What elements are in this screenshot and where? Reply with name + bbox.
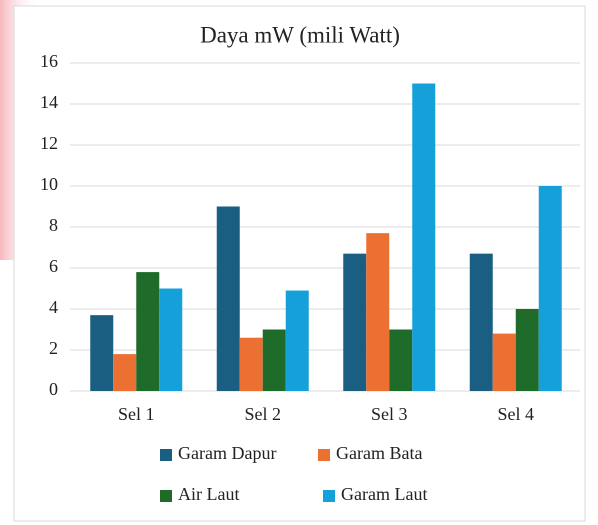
y-tick-label: 2 bbox=[49, 338, 58, 358]
x-tick-label: Sel 2 bbox=[244, 404, 281, 424]
chart-frame bbox=[13, 5, 586, 522]
y-tick-label: 0 bbox=[49, 379, 58, 399]
y-tick-label: 6 bbox=[49, 256, 58, 276]
y-tick-label: 4 bbox=[49, 297, 58, 317]
bar bbox=[515, 309, 539, 391]
bar bbox=[366, 233, 390, 391]
x-tick-label: Sel 3 bbox=[371, 404, 408, 424]
y-tick-label: 10 bbox=[40, 174, 58, 194]
x-tick-label: Sel 1 bbox=[118, 404, 155, 424]
y-tick-label: 14 bbox=[40, 92, 58, 112]
bar bbox=[90, 315, 114, 391]
y-tick-label: 16 bbox=[40, 51, 58, 71]
bar bbox=[343, 253, 367, 391]
y-tick-label: 8 bbox=[49, 215, 58, 235]
legend-label: Garam Dapur bbox=[178, 443, 276, 463]
bar bbox=[389, 329, 413, 391]
bar bbox=[159, 288, 183, 391]
legend-swatch bbox=[323, 490, 335, 502]
bar bbox=[262, 329, 286, 391]
bar bbox=[412, 83, 436, 391]
bar bbox=[285, 290, 309, 391]
bar bbox=[136, 272, 160, 391]
x-tick-label: Sel 4 bbox=[497, 404, 534, 424]
legend-swatch bbox=[318, 449, 330, 461]
legend-label: Garam Laut bbox=[341, 484, 427, 504]
bar bbox=[239, 337, 263, 391]
legend-swatch bbox=[160, 490, 172, 502]
bar bbox=[113, 354, 137, 391]
chart-title: Daya mW (mili Watt) bbox=[200, 22, 400, 47]
bar bbox=[492, 333, 516, 391]
bar bbox=[469, 253, 493, 391]
legend-label: Air Laut bbox=[178, 484, 239, 504]
bar bbox=[216, 206, 240, 391]
bar bbox=[538, 186, 562, 391]
legend-label: Garam Bata bbox=[336, 443, 422, 463]
legend-swatch bbox=[160, 449, 172, 461]
y-tick-label: 12 bbox=[40, 133, 58, 153]
